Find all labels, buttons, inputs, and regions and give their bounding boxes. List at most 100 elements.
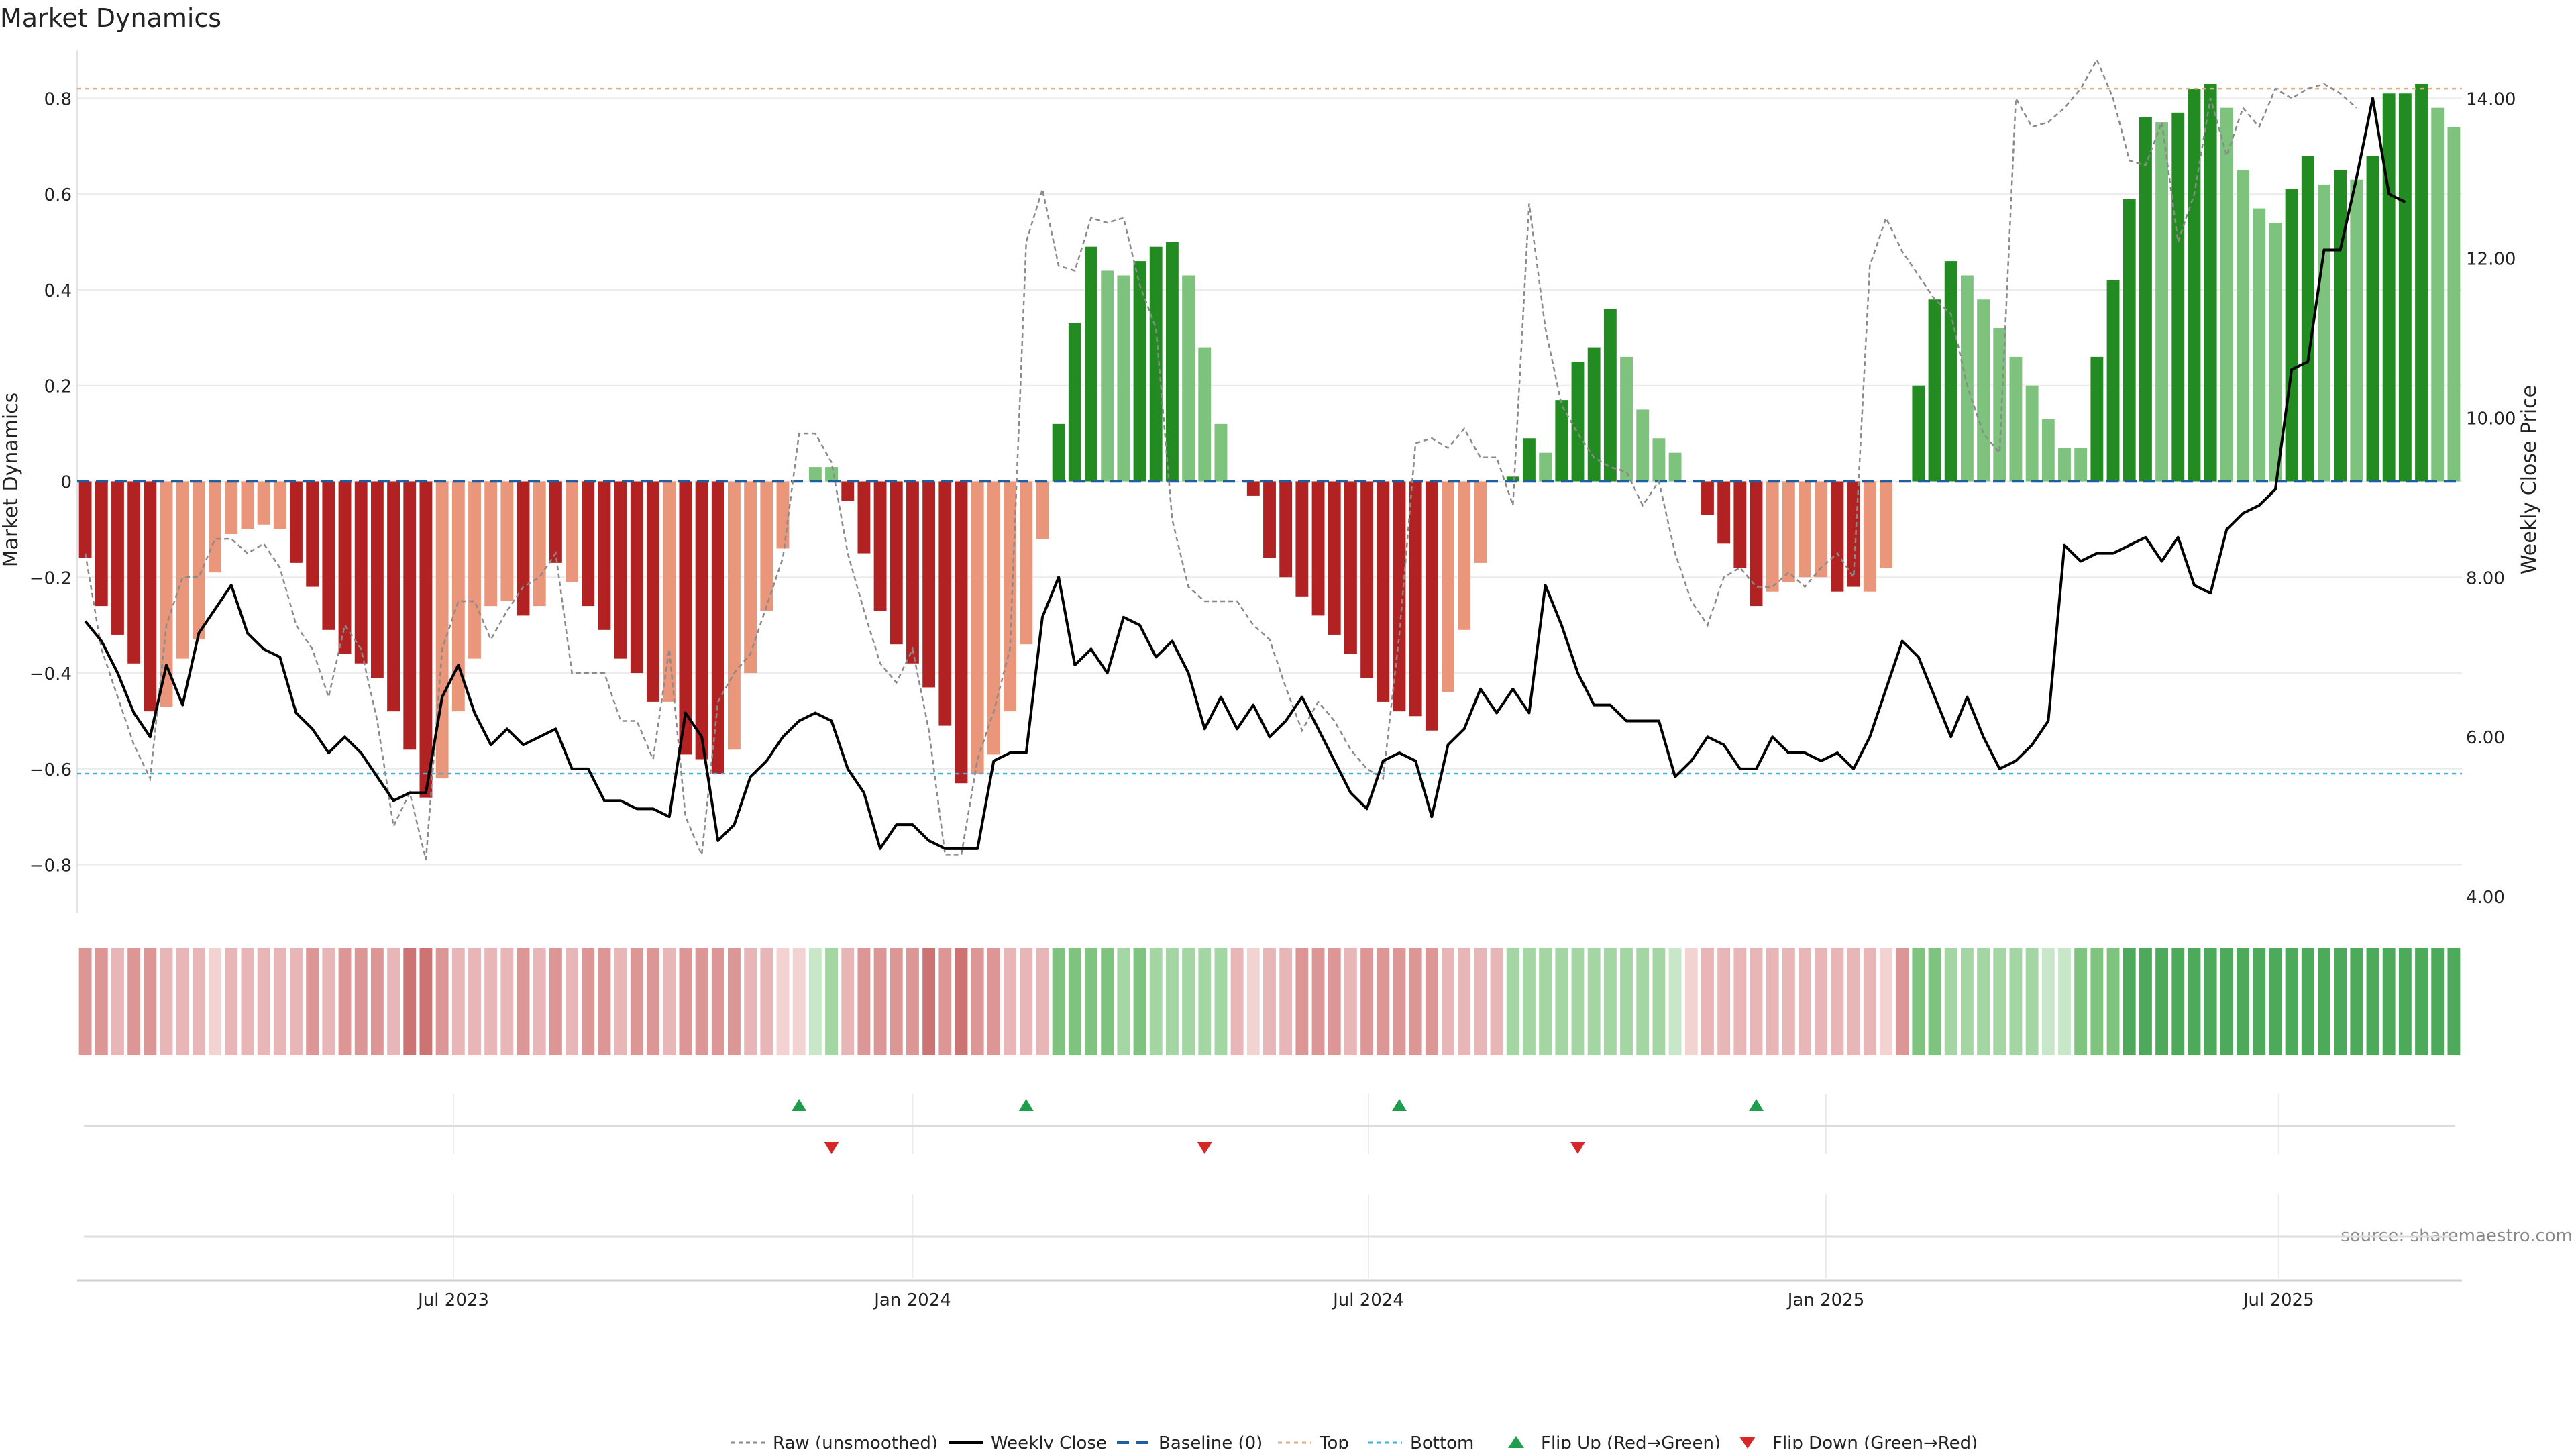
strip-cell bbox=[484, 948, 498, 1055]
md-bar bbox=[566, 481, 579, 582]
y2-axis-label: Weekly Close Price bbox=[2518, 385, 2541, 574]
md-bar bbox=[1799, 481, 1811, 578]
strip-cell bbox=[517, 948, 530, 1055]
md-bar bbox=[1458, 481, 1471, 630]
md-bar bbox=[468, 481, 481, 659]
md-bar bbox=[2123, 199, 2136, 482]
strip-cell bbox=[387, 948, 400, 1055]
md-bar bbox=[825, 467, 838, 482]
md-bar bbox=[1295, 481, 1309, 597]
md-bar bbox=[711, 481, 724, 774]
strip-cell bbox=[419, 948, 433, 1055]
strip-cell bbox=[2447, 948, 2461, 1055]
strip-cell bbox=[1555, 948, 1568, 1055]
md-bar bbox=[1068, 323, 1081, 482]
legend-label: Flip Down (Green→Red) bbox=[1772, 1433, 1978, 1449]
strip-cell bbox=[225, 948, 238, 1055]
strip-cell bbox=[1328, 948, 1341, 1055]
md-bar bbox=[1052, 423, 1065, 482]
strip-cell bbox=[825, 948, 838, 1055]
x-tick-label: Jan 2025 bbox=[1786, 1290, 1865, 1310]
md-bar bbox=[1960, 275, 1974, 482]
strip-cell bbox=[1344, 948, 1357, 1055]
md-bar bbox=[679, 481, 692, 755]
strip-cell bbox=[630, 948, 643, 1055]
md-bar bbox=[1815, 481, 1828, 578]
strip-cell bbox=[1068, 948, 1081, 1055]
strip-cell bbox=[1636, 948, 1650, 1055]
md-bar bbox=[387, 481, 400, 712]
strip-cell bbox=[2025, 948, 2039, 1055]
md-bar bbox=[2350, 179, 2363, 482]
md-bar bbox=[2398, 93, 2412, 482]
strip-cell bbox=[1165, 948, 1179, 1055]
strip-cell bbox=[1603, 948, 1617, 1055]
strip-cell bbox=[1587, 948, 1601, 1055]
flip-up-icon bbox=[1391, 1099, 1407, 1111]
strip-cell bbox=[744, 948, 757, 1055]
strip-cell bbox=[1750, 948, 1763, 1055]
md-bar bbox=[1344, 481, 1357, 654]
md-bar bbox=[1393, 481, 1406, 712]
md-bar bbox=[1539, 452, 1552, 482]
strip-cell bbox=[1880, 948, 1892, 1055]
md-bar bbox=[1182, 275, 1195, 482]
strip-cell bbox=[2171, 948, 2185, 1055]
strip-cell bbox=[370, 948, 384, 1055]
strip-cell bbox=[1831, 948, 1844, 1055]
strip-cell bbox=[1085, 948, 1097, 1055]
strip-cell bbox=[582, 948, 595, 1055]
md-bar bbox=[1246, 481, 1260, 496]
md-bar bbox=[241, 481, 254, 529]
md-bar bbox=[2318, 184, 2330, 482]
strip-cell bbox=[1214, 948, 1228, 1055]
strip-cell bbox=[403, 948, 417, 1055]
lines-layer bbox=[77, 58, 2462, 860]
strip-cell bbox=[1020, 948, 1033, 1055]
strip-cell bbox=[209, 948, 221, 1055]
md-bar bbox=[2041, 419, 2055, 482]
md-bar bbox=[1636, 409, 1650, 482]
legend: Raw (unsmoothed) Weekly Close Baseline (0)… bbox=[731, 1433, 1978, 1452]
md-bar bbox=[435, 481, 449, 779]
y-tick-label: −0.8 bbox=[30, 856, 72, 876]
strip-cell bbox=[1149, 948, 1163, 1055]
strip-cell bbox=[2334, 948, 2347, 1055]
strip-cell bbox=[1004, 948, 1016, 1055]
strip-cell bbox=[2285, 948, 2298, 1055]
strip-cell bbox=[841, 948, 855, 1055]
md-bar bbox=[1880, 481, 1892, 568]
strip-cell bbox=[2139, 948, 2152, 1055]
md-bar bbox=[176, 481, 189, 659]
y-tick-label: 0.8 bbox=[44, 89, 72, 109]
strip-cell bbox=[1377, 948, 1390, 1055]
strip-cell bbox=[1684, 948, 1698, 1055]
strip-cell bbox=[2253, 948, 2266, 1055]
legend-label: Top bbox=[1319, 1433, 1349, 1449]
strip-cell bbox=[2415, 948, 2428, 1055]
strip-cell bbox=[1311, 948, 1325, 1055]
strip-cell bbox=[711, 948, 724, 1055]
md-bar bbox=[484, 481, 498, 607]
md-bar bbox=[1474, 481, 1487, 563]
strip-cell bbox=[176, 948, 189, 1055]
flip-markers bbox=[792, 1099, 1764, 1154]
md-bar bbox=[630, 481, 643, 674]
md-bar bbox=[1442, 481, 1454, 692]
flip-up-icon bbox=[1749, 1099, 1764, 1111]
strip-cell bbox=[435, 948, 449, 1055]
strip-cell bbox=[2106, 948, 2120, 1055]
strip-cell bbox=[2123, 948, 2136, 1055]
strip-cell bbox=[1474, 948, 1487, 1055]
md-bar bbox=[1409, 481, 1422, 717]
strip-cell bbox=[160, 948, 173, 1055]
md-bar bbox=[2431, 107, 2445, 482]
y-tick-label: −0.6 bbox=[30, 760, 72, 780]
md-bar bbox=[1555, 400, 1568, 482]
strip-cell bbox=[500, 948, 514, 1055]
md-bar bbox=[1733, 481, 1747, 568]
md-bar bbox=[1036, 481, 1049, 539]
strip-cell bbox=[2188, 948, 2201, 1055]
md-bar bbox=[144, 481, 157, 712]
axes-layer: 0.8 0.6 0.4 0.2 0 −0.2 −0.4 −0.6 −0.8 14.00 12.00 1… bbox=[30, 89, 2516, 908]
